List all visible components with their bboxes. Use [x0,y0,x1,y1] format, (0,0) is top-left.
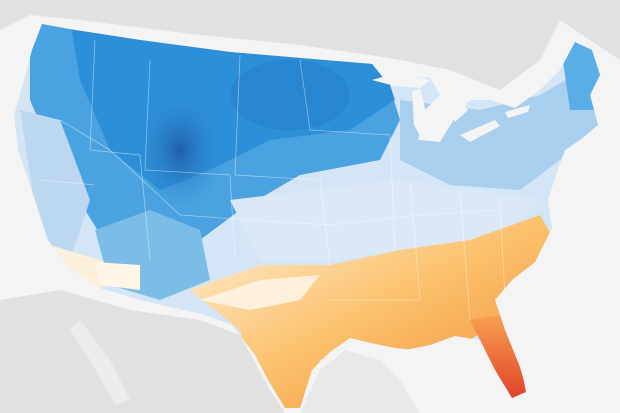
great-lakes [372,72,530,142]
